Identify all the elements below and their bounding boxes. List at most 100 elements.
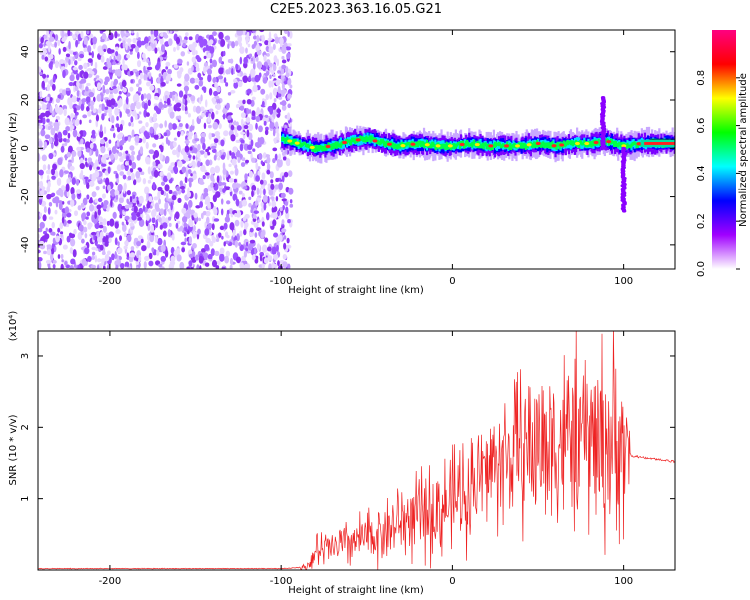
noise-speck: [54, 196, 60, 203]
noise-speck: [49, 97, 53, 102]
noise-speck: [163, 208, 167, 217]
noise-speck: [243, 263, 249, 269]
noise-speck: [116, 139, 120, 147]
noise-speck: [117, 133, 123, 140]
noise-speck: [242, 99, 246, 105]
noise-speck: [57, 107, 64, 115]
noise-speck: [84, 232, 88, 239]
noise-speck: [54, 60, 59, 69]
noise-speck: [100, 155, 107, 163]
noise-speck: [279, 207, 283, 212]
noise-speck: [129, 86, 134, 92]
trace-hotspot: [400, 144, 406, 148]
noise-speck: [227, 43, 230, 49]
colorbar: 0.00.20.40.60.8 Normalized spectral ampl…: [696, 30, 749, 277]
noise-speck: [114, 250, 117, 260]
noise-speck: [205, 111, 209, 118]
noise-speck: [184, 140, 190, 144]
trace-cell: [394, 143, 397, 147]
noise-speck: [44, 110, 50, 118]
noise-speck: [180, 130, 184, 136]
noise-speck: [197, 72, 202, 79]
noise-speck: [38, 111, 41, 117]
noise-speck: [109, 153, 115, 161]
noise-speck: [252, 62, 256, 71]
noise-speck: [146, 66, 153, 71]
noise-speck: [267, 255, 273, 262]
noise-speck: [165, 77, 169, 82]
noise-speck: [164, 120, 167, 128]
noise-speck: [69, 74, 75, 82]
noise-speck: [289, 31, 293, 39]
noise-speck: [280, 76, 284, 85]
noise-speck: [96, 166, 101, 170]
noise-speck: [51, 221, 55, 229]
noise-speck: [61, 259, 64, 263]
noise-speck: [271, 262, 275, 269]
noise-speck: [261, 100, 265, 107]
noise-speck: [125, 43, 128, 51]
noise-speck: [121, 221, 125, 226]
noise-speck: [218, 175, 222, 183]
trace-cell: [324, 144, 327, 147]
noise-speck: [277, 260, 280, 267]
noise-speck: [174, 211, 180, 220]
x-tick-label: 100: [614, 576, 633, 587]
noise-speck: [269, 92, 273, 100]
noise-speck: [199, 181, 205, 185]
noise-speck: [206, 151, 211, 156]
noise-speck: [101, 258, 105, 266]
noise-speck: [61, 185, 66, 192]
noise-speck: [96, 93, 102, 102]
noise-speck: [151, 209, 157, 218]
noise-speck: [45, 169, 52, 175]
noise-speck: [72, 129, 78, 138]
noise-speck: [244, 221, 249, 228]
noise-speck: [89, 180, 95, 187]
noise-speck: [275, 195, 279, 202]
noise-speck: [209, 240, 214, 247]
noise-speck: [168, 189, 173, 195]
noise-speck: [238, 190, 243, 195]
noise-speck: [271, 79, 274, 88]
noise-speck: [100, 145, 106, 154]
noise-speck: [227, 91, 232, 96]
noise-speck: [75, 189, 82, 194]
noise-speck: [91, 251, 96, 256]
noise-speck: [188, 44, 194, 51]
noise-speck: [220, 198, 224, 205]
trace-cell: [604, 140, 607, 145]
noise-speck: [88, 52, 92, 56]
trace-cell: [334, 141, 337, 147]
noise-speck: [167, 216, 172, 221]
noise-speck: [136, 252, 139, 259]
noise-speck: [138, 78, 142, 85]
noise-speck: [287, 103, 292, 109]
trace-end-core: [644, 142, 675, 145]
noise-speck: [258, 125, 263, 133]
trace-cell: [361, 136, 364, 140]
noise-speck: [225, 82, 229, 87]
noise-speck: [228, 208, 234, 215]
noise-speck: [102, 225, 107, 233]
trace-hotspot: [636, 142, 642, 146]
noise-speck: [46, 249, 52, 256]
noise-speck: [209, 46, 215, 54]
noise-speck: [72, 66, 78, 71]
trace-cell: [498, 142, 502, 146]
noise-speck: [256, 243, 261, 251]
noise-speck: [87, 110, 92, 117]
trace-hotspot: [372, 139, 378, 143]
noise-speck: [164, 201, 169, 211]
noise-speck: [202, 38, 208, 47]
noise-speck: [197, 160, 201, 168]
noise-speck: [76, 80, 80, 88]
noise-speck: [203, 192, 209, 197]
noise-speck: [277, 85, 281, 93]
noise-speck: [61, 30, 65, 39]
x-tick-label: 0: [449, 576, 455, 587]
noise-speck: [72, 51, 77, 56]
noise-speck: [271, 102, 277, 110]
noise-speck: [214, 95, 220, 100]
noise-speck: [285, 206, 289, 214]
